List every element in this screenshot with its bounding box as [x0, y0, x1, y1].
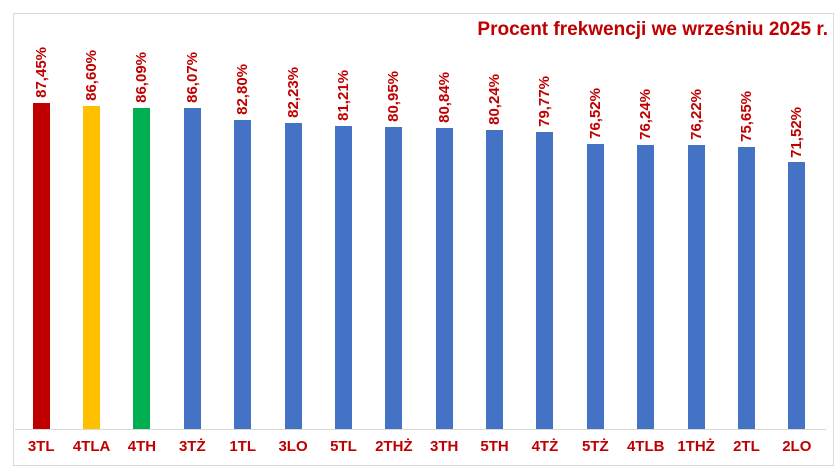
bar-column: 79,77%: [520, 14, 570, 429]
x-axis-tick-label: 3LO: [278, 438, 308, 455]
x-axis-tick-label: 4TLB: [626, 438, 665, 455]
bar: [334, 126, 352, 429]
bars-row: 87,45% 86,60% 86,09% 86,07% 82,80% 82,23…: [16, 14, 822, 429]
bar-value-label: 86,07%: [183, 52, 201, 104]
plot-area: 87,45% 86,60% 86,09% 86,07% 82,80% 82,23…: [14, 14, 833, 465]
bar-value-label: 76,22%: [687, 89, 705, 140]
bar-value-label: 75,65%: [737, 91, 755, 142]
x-axis-tick-label: 4TŻ: [531, 438, 559, 455]
bar-column: 76,52%: [570, 14, 620, 429]
bar-value-label: 76,52%: [586, 87, 604, 139]
x-axis-tick-label: 3TL: [27, 438, 55, 455]
bar-column: 87,45%: [16, 14, 66, 429]
bar-value-label: 71,52%: [788, 106, 806, 158]
bar-column: 80,84%: [419, 14, 469, 429]
bar-value-label: 80,24%: [486, 74, 504, 125]
bar-column: 76,24%: [621, 14, 671, 429]
bar: [83, 106, 101, 429]
x-axis-tick-label: 3TŻ: [178, 438, 206, 455]
bar: [133, 108, 151, 429]
bar-column: 86,07%: [167, 14, 217, 429]
bar: [486, 129, 504, 429]
bar-column: 81,21%: [318, 14, 368, 429]
x-axis-tick-label: 2THŻ: [375, 438, 413, 455]
bar-value-label: 79,77%: [536, 75, 554, 127]
bar: [737, 147, 755, 429]
bar: [385, 127, 403, 429]
bar-column: 80,24%: [469, 14, 519, 429]
x-axis-tick-label: 4TH: [127, 438, 157, 455]
x-axis-tick-label: 4TLA: [72, 438, 111, 455]
x-axis-tick-label: 5TH: [480, 438, 509, 455]
bar-value-label: 87,45%: [32, 47, 50, 98]
bar-value-label: 86,09%: [133, 52, 151, 104]
x-axis-tick-label: 3TH: [430, 438, 459, 455]
bar-column: 82,80%: [218, 14, 268, 429]
bar-column: 86,60%: [66, 14, 116, 429]
bar-column: 76,22%: [671, 14, 721, 429]
x-axis-tick-label: 2TL: [733, 438, 760, 455]
bar-column: 86,09%: [117, 14, 167, 429]
bar-column: 82,23%: [268, 14, 318, 429]
bar: [435, 127, 453, 429]
bar-value-label: 76,24%: [637, 88, 655, 140]
x-axis-labels-row: 3TL 4TLA 4TH 3TŻ 1TL 3LO 5TL 2THŻ 3TH 5T…: [16, 438, 822, 455]
bar: [687, 144, 705, 429]
x-axis-line: [15, 429, 826, 430]
chart-title: Procent frekwencji we wrześniu 2025 r.: [477, 19, 828, 40]
bar-value-label: 80,84%: [435, 71, 453, 123]
bar-column: 71,52%: [772, 14, 822, 429]
bar: [284, 122, 302, 429]
bar: [637, 144, 655, 429]
bar: [32, 103, 50, 429]
bar-column: 80,95%: [369, 14, 419, 429]
bar-value-label: 82,23%: [284, 66, 302, 118]
bar: [788, 162, 806, 429]
bar-value-label: 81,21%: [334, 70, 352, 122]
x-axis-tick-label: 1TL: [229, 438, 257, 455]
bar-value-label: 80,95%: [385, 71, 403, 123]
bar-column: 75,65%: [721, 14, 771, 429]
bar-value-label: 82,80%: [234, 64, 252, 116]
x-axis-tick-label: 5TŻ: [581, 438, 609, 455]
bar: [536, 131, 554, 429]
bar: [234, 120, 252, 429]
x-axis-tick-label: 2LO: [782, 438, 812, 455]
x-axis-tick-label: 1THŻ: [677, 438, 715, 455]
bar: [183, 108, 201, 429]
bar-value-label: 86,60%: [83, 50, 101, 102]
bar: [586, 143, 604, 429]
chart-frame: Procent frekwencji we wrześniu 2025 r. 8…: [13, 13, 834, 466]
x-axis-tick-label: 5TL: [330, 438, 357, 455]
